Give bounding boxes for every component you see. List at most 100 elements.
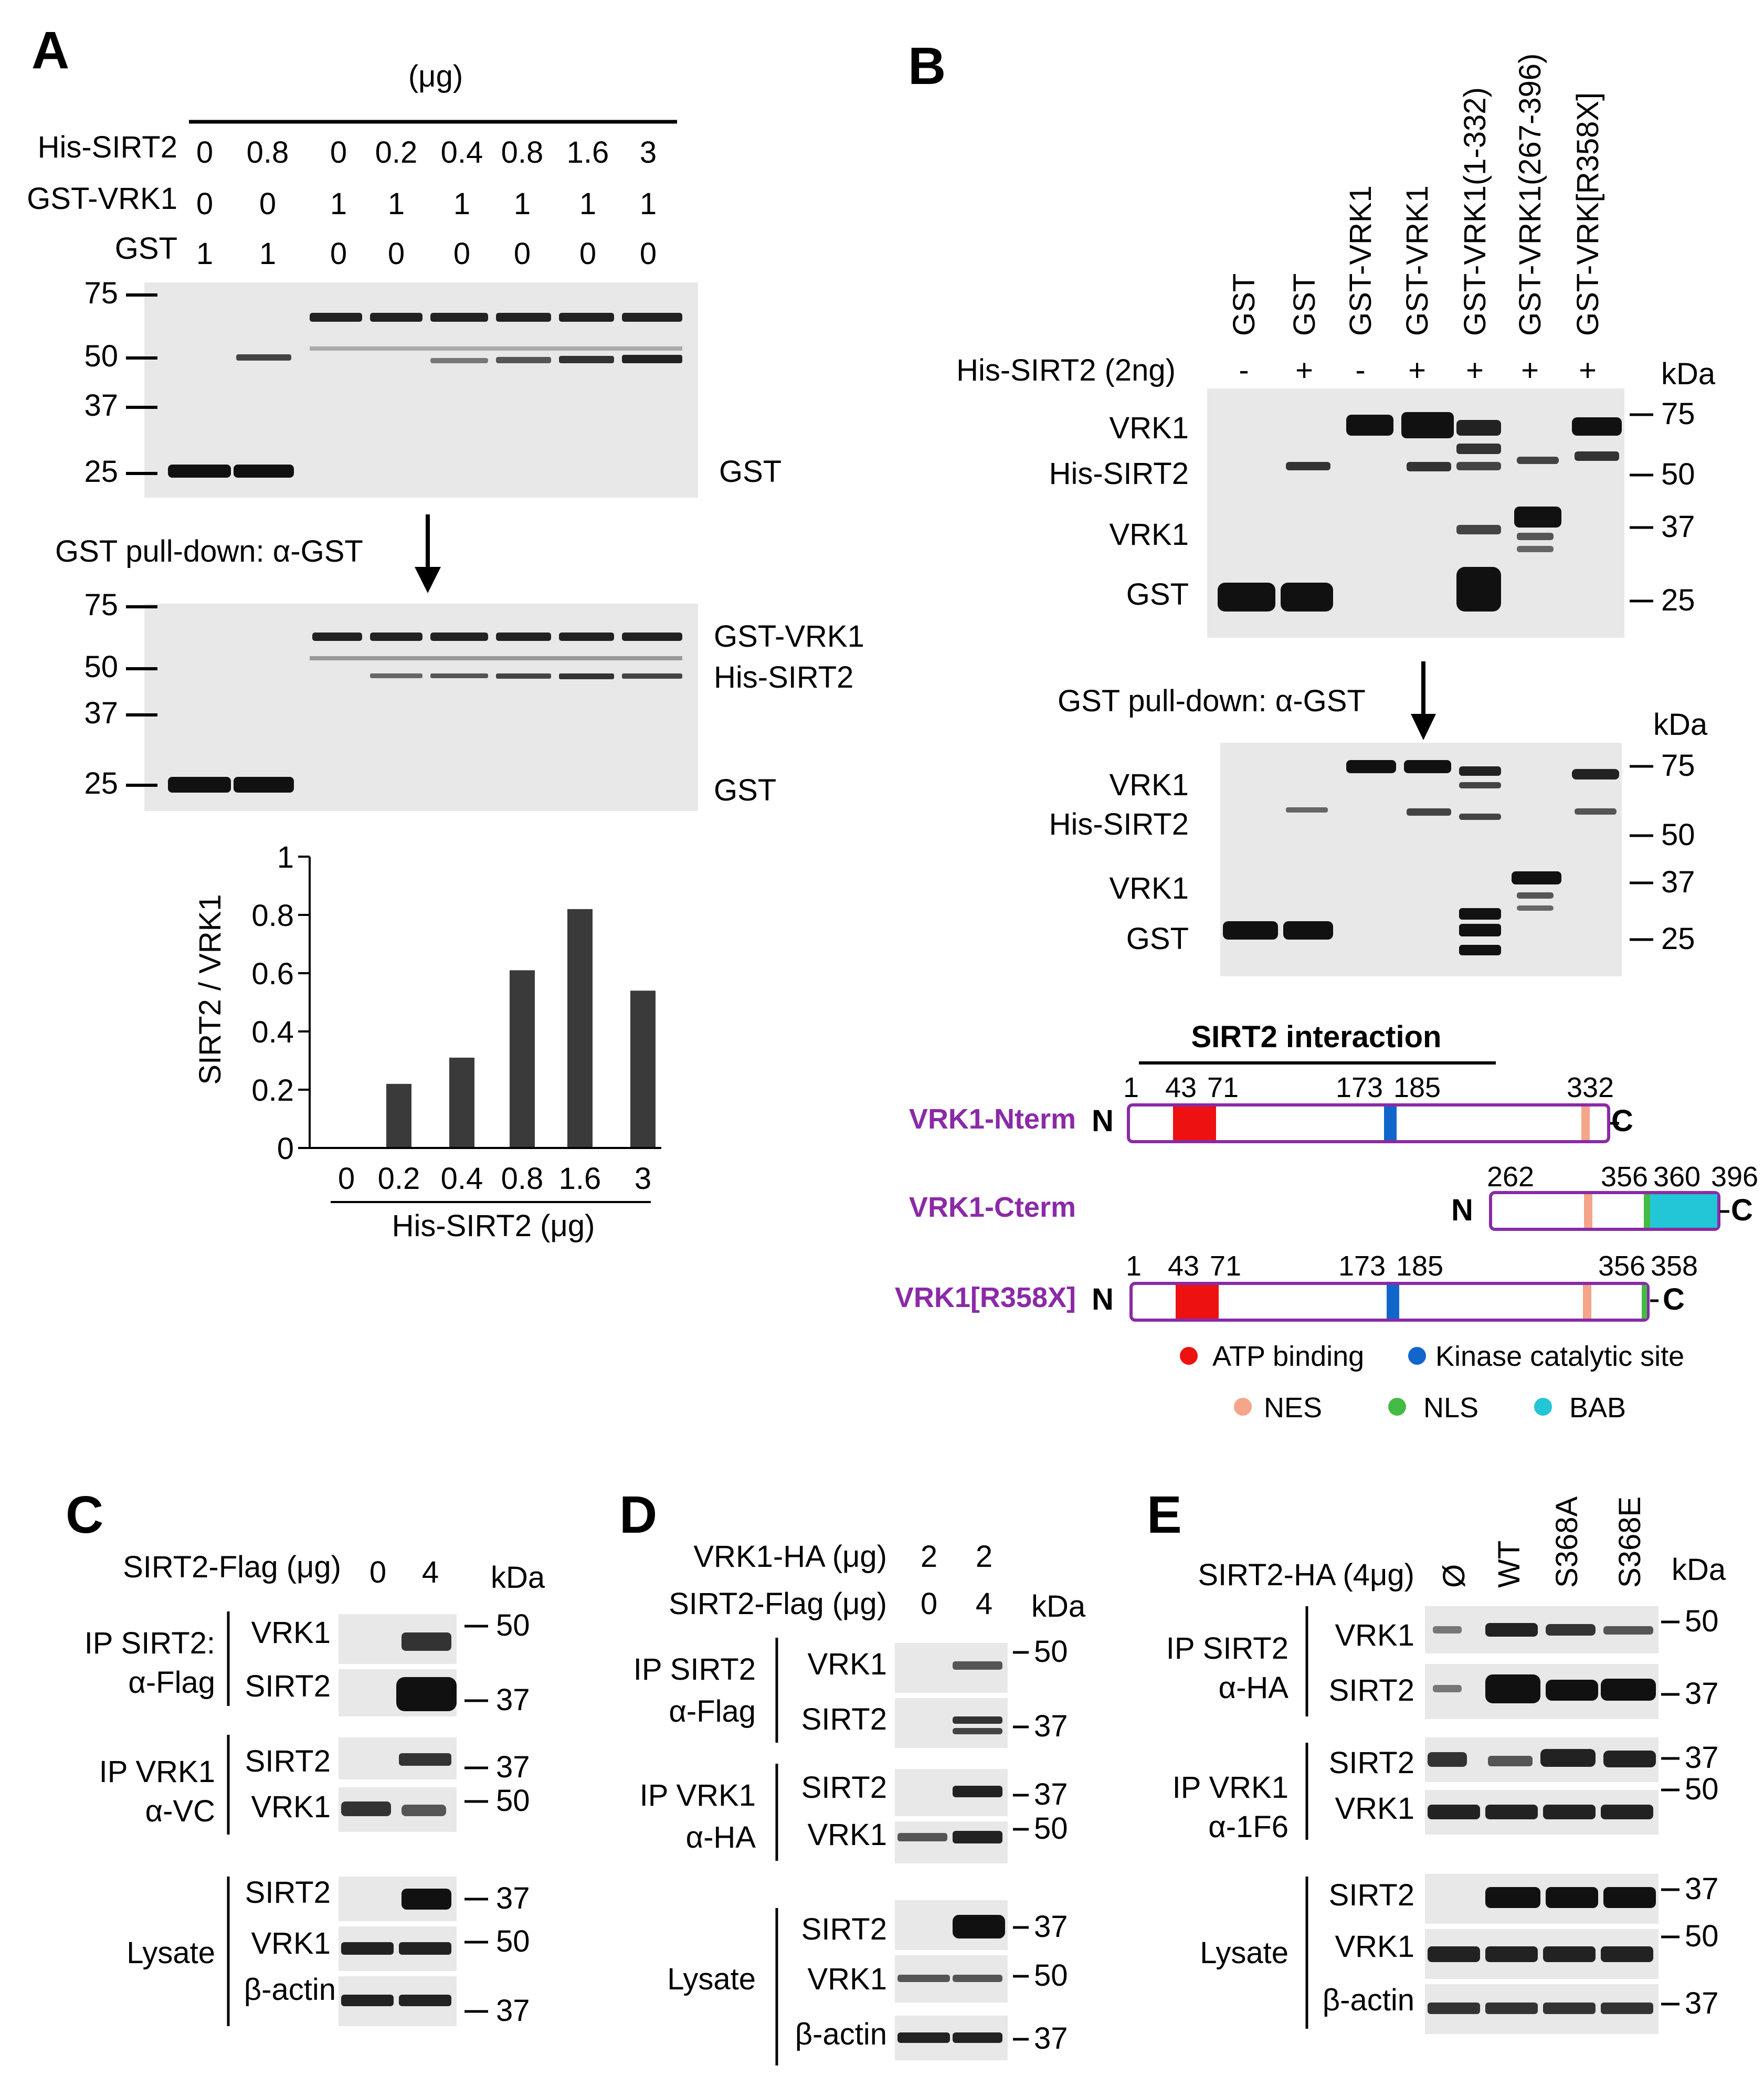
row-label: VRK1 [1335, 1618, 1414, 1652]
panel-a-pulldown-label: GST pull-down: α-GST [55, 534, 363, 568]
group-label: IP SIRT2 [633, 1652, 756, 1687]
panel-a-row-label: GST [115, 231, 177, 266]
band [1456, 444, 1501, 454]
chart-xtick-label: 1.6 [559, 1162, 601, 1196]
band [1346, 760, 1396, 773]
chart-xtick-label: 0.2 [378, 1162, 420, 1196]
band [234, 465, 294, 478]
panel-a-unit: (μg) [408, 59, 463, 93]
panel-b-his-signs: - + - + + + + [1239, 353, 1597, 387]
band [1601, 1679, 1656, 1701]
group-label: Lysate [126, 1936, 215, 1970]
panel-d-condition: VRK1-HA (μg) [693, 1540, 887, 1574]
group-label: IP VRK1 [1173, 1771, 1288, 1805]
legend-label: NLS [1423, 1392, 1478, 1424]
lane-label: GST-VRK1(1-332) [1458, 87, 1492, 336]
panel-b-pulldown-label: GST pull-down: α-GST [1058, 684, 1366, 718]
marker-label: 25 [1661, 583, 1695, 617]
marker-label: 50 [84, 339, 118, 373]
chart-ylabel: SIRT2 / VRK1 [193, 894, 227, 1084]
sign: + [1579, 353, 1597, 387]
row-label: VRK1 [251, 1790, 331, 1824]
band [236, 354, 291, 361]
marker-label: 50 [1661, 818, 1695, 852]
panel-b-kda-2: kDa [1653, 708, 1708, 742]
marker-label: 50 [1685, 1919, 1719, 1953]
marker-label: 37 [1661, 865, 1695, 899]
band-label: GST [1126, 577, 1189, 612]
value: 0 [330, 237, 347, 271]
marker-label: 37 [496, 1683, 530, 1717]
chart-bar [630, 990, 656, 1148]
construct-name: VRK1-Nterm [909, 1103, 1076, 1135]
value: 1 [514, 187, 531, 221]
band-label: GST [1126, 922, 1189, 956]
tick: 1 [1126, 1250, 1142, 1282]
marker-label: 50 [1661, 457, 1695, 491]
band [1223, 921, 1278, 940]
band [1459, 945, 1501, 955]
panel-b-blot2-labels: VRK1 His-SIRT2 VRK1 GST [1049, 768, 1189, 956]
panel-b-markers-2: 75 50 37 25 [1630, 749, 1695, 956]
chart-ytick-label: 0.8 [251, 899, 294, 933]
value: 0 [259, 187, 276, 221]
value: 1 [196, 237, 213, 271]
band [1546, 1680, 1598, 1701]
lane-label: GST [1227, 273, 1261, 336]
panel-letter-d: D [619, 1485, 657, 1544]
sign: - [1355, 353, 1365, 387]
band [1572, 417, 1622, 436]
band [1603, 1626, 1653, 1635]
marker-label: 50 [1685, 1604, 1719, 1638]
band [1485, 1946, 1538, 1962]
row-label: β-actin [1323, 1983, 1414, 2017]
band [1485, 1623, 1538, 1637]
panel-a-markers-2: 75 50 37 25 [84, 588, 157, 800]
band [953, 1786, 1002, 1797]
band [430, 673, 488, 678]
n-terminus: N [1092, 1282, 1114, 1316]
chart-bars [386, 909, 656, 1148]
panel-d-blots [895, 1643, 1008, 2060]
value: 1.6 [567, 135, 609, 170]
band [168, 777, 231, 793]
group-label: α-VC [145, 1794, 215, 1828]
lane-label: Ø [1437, 1564, 1471, 1588]
band [402, 1805, 446, 1816]
marker-label: 50 [496, 1784, 530, 1818]
panel-e-blots [1425, 1606, 1659, 2034]
band [1517, 533, 1554, 540]
band-label: VRK1 [1109, 518, 1189, 552]
panel-c-condition: SIRT2-Flag (μg) [123, 1550, 341, 1584]
band [1456, 420, 1501, 436]
value: 1 [640, 187, 657, 221]
band [370, 633, 422, 641]
band [1543, 2003, 1596, 2014]
value: 4 [976, 1587, 992, 1621]
band [559, 673, 614, 679]
band [1603, 1751, 1656, 1767]
value: 0 [388, 237, 405, 271]
legend-label: ATP binding [1212, 1341, 1364, 1372]
band [1407, 808, 1451, 816]
band [897, 1975, 950, 1982]
tick: 43 [1168, 1250, 1199, 1282]
panel-a-markers-1: 75 50 37 25 [84, 276, 157, 489]
atp-binding-domain [1176, 1285, 1219, 1319]
row-label: VRK1 [807, 1962, 887, 1996]
band [1428, 1805, 1480, 1819]
row-label: SIRT2 [801, 1702, 887, 1736]
band [1517, 892, 1554, 899]
band [1546, 1887, 1598, 1908]
band [1456, 567, 1501, 612]
row-label: SIRT2 [245, 1744, 331, 1778]
band [341, 1995, 394, 2006]
band [953, 1831, 1002, 1843]
tick: 356 [1598, 1250, 1645, 1282]
band [1517, 457, 1559, 464]
value: 0.8 [501, 135, 544, 170]
kinase-catalytic-site [1387, 1285, 1399, 1319]
band [1485, 1805, 1538, 1819]
band [622, 313, 682, 322]
row-label: VRK1 [251, 1616, 331, 1650]
